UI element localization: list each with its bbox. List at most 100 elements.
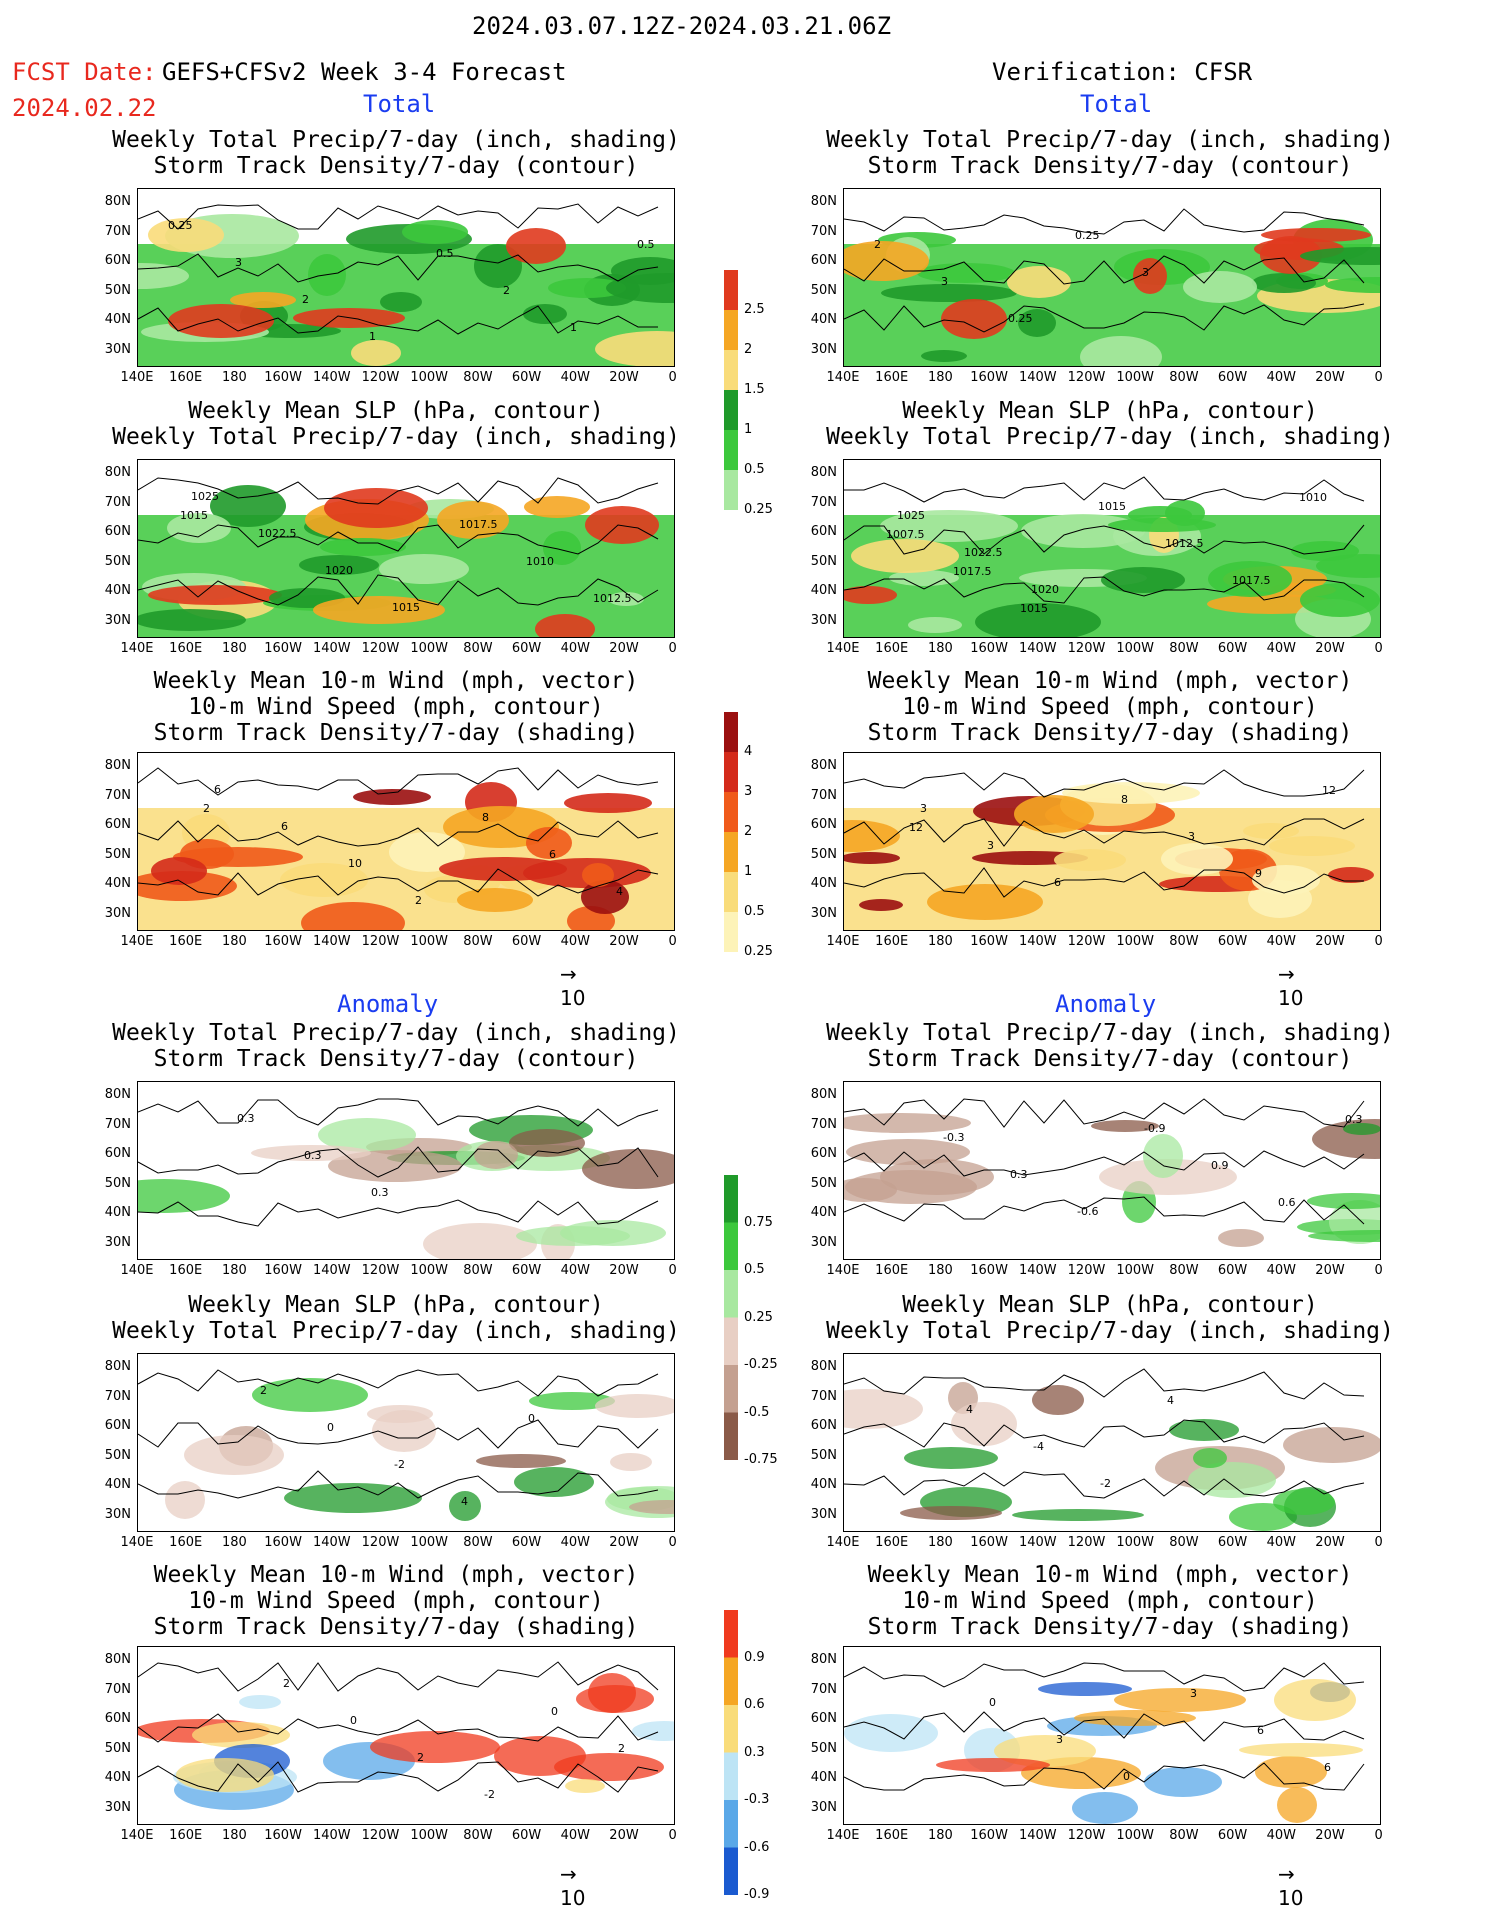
contour-line — [844, 208, 1365, 235]
lon-tick-label: 180 — [221, 1535, 247, 1550]
shading-blob — [548, 278, 626, 298]
shading-blob — [148, 218, 224, 252]
shading-blob — [299, 555, 379, 575]
contour-label: 1010 — [1299, 491, 1327, 504]
contour-label: 12 — [909, 821, 923, 834]
contour-label: -2 — [484, 1788, 495, 1801]
shading-blob — [351, 340, 401, 366]
lon-tick-label: 180 — [927, 1263, 953, 1278]
shading-blob — [524, 496, 590, 518]
lon-tick-label: 100W — [410, 370, 449, 385]
lon-tick-label: 60W — [1217, 370, 1248, 385]
lat-tick-label: 70N — [810, 787, 837, 803]
shading-blob — [239, 1695, 281, 1709]
vector-ref-total-right: → 10 — [1278, 962, 1304, 1010]
shading-blob — [1300, 247, 1380, 265]
shading-blob — [595, 331, 674, 366]
anom-wind-title-verification: Weekly Mean 10-m Wind (mph, vector) 10-m… — [867, 1562, 1353, 1640]
lat-tick-label: 60N — [104, 524, 131, 539]
shading-blob — [606, 273, 674, 303]
lat-tick-label: 60N — [810, 524, 837, 539]
shading-blob — [844, 586, 897, 604]
contour-label: 1020 — [325, 564, 353, 577]
shading-blob — [230, 292, 296, 308]
shading-blob — [494, 1736, 586, 1776]
lat-tick-label: 80N — [104, 1087, 131, 1102]
lon-tick-label: 40W — [560, 370, 590, 385]
contour-line — [844, 1471, 1365, 1499]
colorbar-segment — [724, 1657, 738, 1705]
contour-label: 2 — [618, 1742, 625, 1755]
lon-tick-label: 120W — [1067, 934, 1106, 949]
shading-blob — [1300, 583, 1380, 617]
colorbar-tick-label: 0.9 — [744, 1649, 765, 1665]
shading-blob — [581, 880, 629, 914]
contour-label: -0.9 — [1144, 1122, 1165, 1135]
arrow-right-icon: → — [560, 1862, 577, 1886]
shading-blob — [1133, 258, 1167, 294]
shading-blob — [844, 820, 900, 852]
lat-tick-label: 30N — [810, 341, 837, 357]
lon-tick-label: 160E — [875, 1263, 909, 1278]
lat-tick-label: 80N — [104, 1652, 131, 1667]
contour-label: 2 — [874, 238, 881, 251]
lon-tick-label: 0 — [668, 934, 677, 949]
shading-blob — [564, 793, 652, 813]
colorbar-tick-label: 0.25 — [744, 1309, 773, 1325]
contour-label: -2 — [394, 1458, 405, 1471]
lon-tick-label: 40W — [560, 641, 590, 656]
lat-tick-label: 50N — [104, 1175, 131, 1191]
colorbar-segment — [724, 1270, 738, 1318]
shading-blob — [1074, 1710, 1196, 1726]
shading-blob — [379, 554, 469, 584]
contour-label: 2 — [260, 1384, 267, 1397]
colorbar-segment — [724, 270, 738, 310]
shading-blob — [1252, 273, 1316, 293]
contour-line — [138, 1199, 659, 1227]
colorbar-segment — [724, 1752, 738, 1800]
fcst-date-value: 2024.02.22 — [12, 94, 157, 122]
shading-blob — [951, 1402, 1017, 1446]
contour-line — [138, 820, 659, 847]
shading-blob — [565, 1779, 605, 1793]
lat-tick-label: 30N — [104, 612, 131, 628]
lon-tick-label: 160W — [970, 641, 1008, 656]
arrow-right-icon: → — [1278, 1862, 1295, 1886]
shading-blob — [402, 220, 468, 244]
anom-slp-title-verification: Weekly Mean SLP (hPa, contour) Weekly To… — [826, 1292, 1394, 1344]
lon-tick-label: 100W — [1116, 934, 1155, 949]
shading-blob — [1038, 1682, 1132, 1696]
lon-tick-label: 0 — [668, 370, 677, 385]
colorbar-tick-label: 1.5 — [744, 382, 765, 397]
lon-tick-label: 160W — [970, 1263, 1008, 1278]
contour-label: -0.6 — [1077, 1205, 1098, 1218]
lat-tick-label: 50N — [810, 282, 837, 298]
lon-tick-label: 120W — [1067, 1535, 1106, 1550]
lon-tick-label: 140E — [120, 1828, 154, 1843]
contour-label: 2 — [417, 1751, 424, 1764]
total-precip-title-forecast: Weekly Total Precip/7-day (inch, shading… — [112, 127, 680, 179]
lat-tick-label: 30N — [810, 1799, 837, 1815]
shading-blob — [560, 1220, 666, 1246]
shading-blob — [975, 603, 1101, 637]
total-precip-map-verification: 2 3 0.25 0.25 3 — [843, 188, 1381, 367]
lat-tick-label: 80N — [810, 1652, 837, 1667]
contour-label: 0.5 — [637, 238, 655, 251]
contour-label: -4 — [1033, 1440, 1044, 1453]
shading-blob — [900, 1506, 1002, 1520]
lat-tick-label: 70N — [104, 1681, 131, 1697]
lon-tick-label: 160W — [970, 1828, 1008, 1843]
lat-tick-label: 40N — [810, 1770, 837, 1785]
contour-line — [844, 1762, 1365, 1791]
lon-tick-label: 60W — [511, 641, 542, 656]
lon-tick-label: 80W — [463, 934, 493, 949]
lat-tick-label: 80N — [104, 465, 131, 480]
shading-blob — [1021, 514, 1145, 548]
lat-tick-label: 70N — [810, 494, 837, 510]
total-slp-map-forecast: 1025 1022.5 1020 1015 1017.5 1010 1012.5 1015 — [137, 459, 675, 638]
shading-blob — [1144, 1767, 1222, 1797]
lon-tick-label: 0 — [668, 1828, 677, 1843]
shading-blob — [1274, 1679, 1356, 1721]
contour-label: 0 — [528, 1412, 535, 1425]
shading-blob — [1273, 1489, 1335, 1515]
